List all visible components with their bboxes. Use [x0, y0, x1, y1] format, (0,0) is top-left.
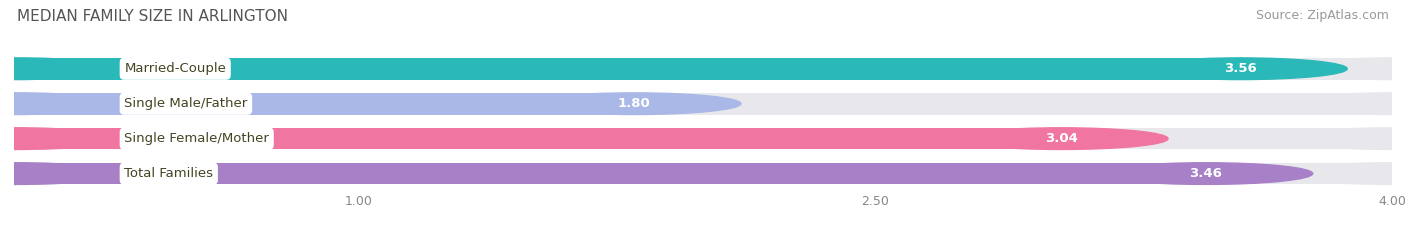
Circle shape: [0, 128, 121, 150]
Text: 3.56: 3.56: [1225, 62, 1257, 75]
Bar: [14, 58, 1392, 80]
Circle shape: [0, 93, 121, 115]
Bar: [14, 163, 1392, 185]
Circle shape: [0, 58, 121, 80]
Text: Married-Couple: Married-Couple: [124, 62, 226, 75]
Bar: [14, 93, 634, 115]
Circle shape: [0, 163, 121, 185]
Circle shape: [0, 163, 121, 185]
Circle shape: [0, 93, 121, 115]
Bar: [14, 128, 1392, 150]
Circle shape: [0, 128, 121, 150]
Bar: [14, 58, 1240, 80]
Circle shape: [1285, 58, 1406, 80]
Circle shape: [1133, 58, 1347, 80]
Circle shape: [1285, 128, 1406, 150]
Text: Single Female/Mother: Single Female/Mother: [124, 132, 269, 145]
Circle shape: [527, 93, 741, 115]
Circle shape: [0, 58, 121, 80]
Text: 1.80: 1.80: [617, 97, 651, 110]
Circle shape: [955, 128, 1168, 150]
Text: 3.46: 3.46: [1189, 167, 1222, 180]
Circle shape: [1099, 163, 1313, 185]
Bar: [14, 93, 1392, 115]
Circle shape: [1285, 163, 1406, 185]
Text: MEDIAN FAMILY SIZE IN ARLINGTON: MEDIAN FAMILY SIZE IN ARLINGTON: [17, 9, 288, 24]
Text: 3.04: 3.04: [1045, 132, 1077, 145]
Text: Single Male/Father: Single Male/Father: [124, 97, 247, 110]
Bar: [14, 128, 1062, 150]
Bar: [14, 163, 1206, 185]
Circle shape: [1285, 93, 1406, 115]
Text: Total Families: Total Families: [124, 167, 214, 180]
Text: Source: ZipAtlas.com: Source: ZipAtlas.com: [1256, 9, 1389, 22]
